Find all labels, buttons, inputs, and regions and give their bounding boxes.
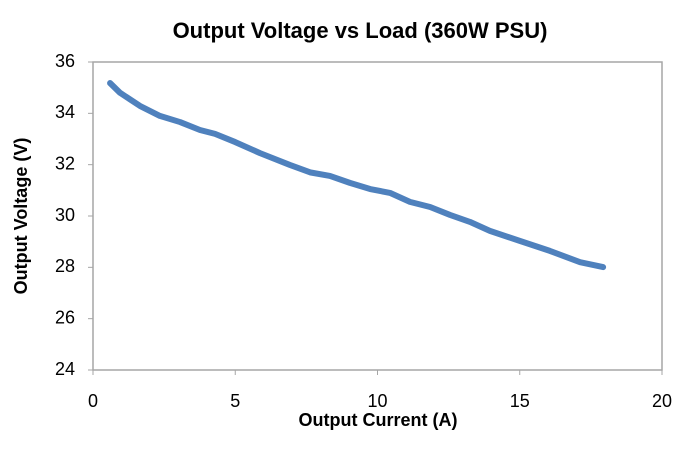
data-line — [107, 80, 607, 271]
y-tick-label: 34 — [55, 102, 75, 122]
y-tick-label: 30 — [55, 205, 75, 225]
y-tick-label: 28 — [55, 256, 75, 276]
x-axis-label: Output Current (A) — [299, 410, 458, 430]
y-tick-label: 24 — [55, 359, 75, 379]
y-axis-label: Output Voltage (V) — [11, 138, 31, 295]
x-tick-label: 5 — [230, 391, 240, 411]
x-tick-label: 15 — [510, 391, 530, 411]
y-tick-label: 36 — [55, 51, 75, 71]
plot-area — [92, 61, 663, 371]
x-tick-label: 0 — [88, 391, 98, 411]
y-tick-label: 32 — [55, 153, 75, 173]
y-tick-label: 26 — [55, 307, 75, 327]
x-tick-label: 10 — [367, 391, 387, 411]
chart-title: Output Voltage vs Load (360W PSU) — [173, 18, 548, 43]
x-tick-label: 20 — [652, 391, 672, 411]
